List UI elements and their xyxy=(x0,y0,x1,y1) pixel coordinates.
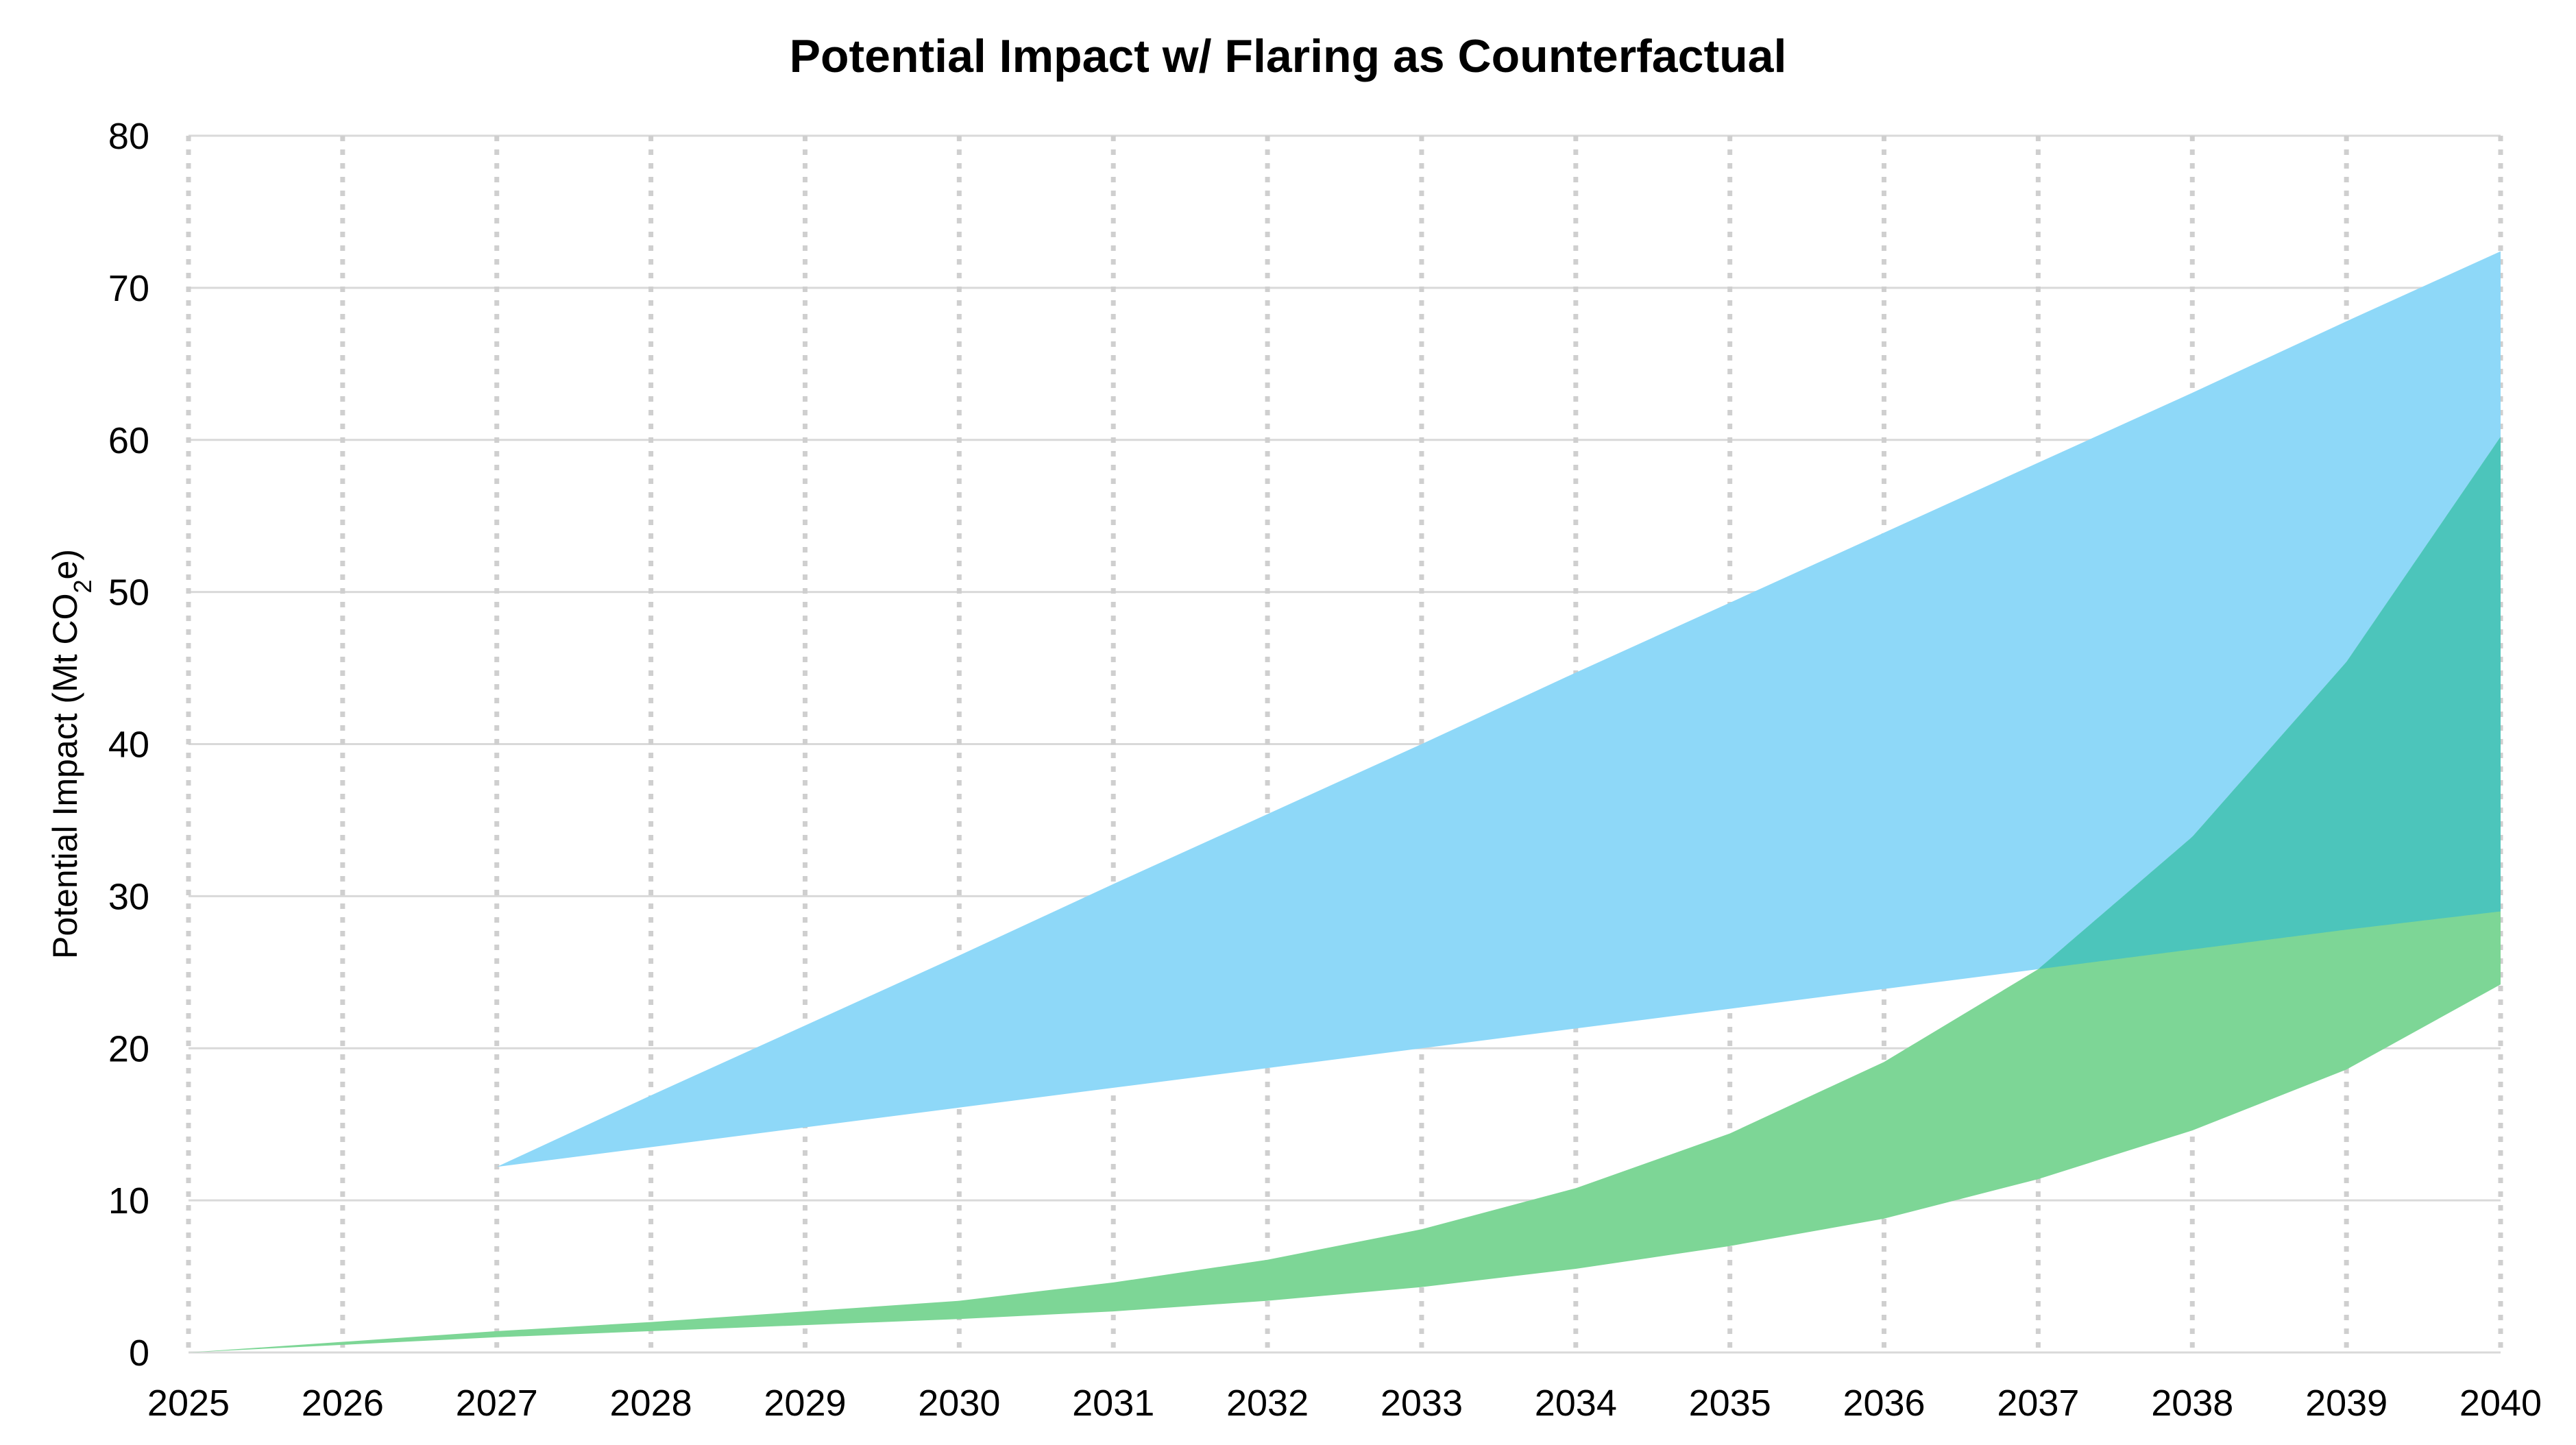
x-tick-label: 2038 xyxy=(2151,1383,2233,1424)
y-axis-label-prefix: Potential Impact (Mt CO xyxy=(46,594,84,960)
x-tick-label: 2033 xyxy=(1381,1383,1463,1424)
x-tick-label: 2025 xyxy=(147,1383,230,1424)
y-tick-label: 10 xyxy=(108,1180,149,1222)
y-tick-label: 80 xyxy=(108,116,149,157)
x-tick-label: 2039 xyxy=(2305,1383,2387,1424)
x-tick-label: 2028 xyxy=(610,1383,692,1424)
x-tick-label: 2036 xyxy=(1843,1383,1925,1424)
x-tick-label: 2032 xyxy=(1226,1383,1309,1424)
x-axis-tick-labels: 2025 2026 2027 2028 2029 2030 2031 2032 2033 2034… xyxy=(147,1383,2542,1424)
x-tick-label: 2040 xyxy=(2459,1383,2542,1424)
y-tick-label: 70 xyxy=(108,268,149,309)
x-tick-label: 2026 xyxy=(302,1383,384,1424)
y-tick-label: 20 xyxy=(108,1028,149,1069)
x-tick-label: 2034 xyxy=(1535,1383,1617,1424)
y-tick-label: 60 xyxy=(108,420,149,461)
x-tick-label: 2037 xyxy=(1997,1383,2079,1424)
x-tick-label: 2027 xyxy=(456,1383,538,1424)
area-band-green-range xyxy=(189,437,2501,1352)
area-bands xyxy=(189,251,2501,1352)
y-axis-label: Potential Impact (Mt CO2e) xyxy=(46,549,97,959)
y-axis-tick-labels: 0 10 20 30 40 50 60 70 80 xyxy=(108,116,149,1374)
y-tick-label: 50 xyxy=(108,572,149,614)
y-tick-label: 30 xyxy=(108,876,149,917)
x-tick-label: 2031 xyxy=(1072,1383,1154,1424)
area-band-blue-range xyxy=(496,251,2501,1167)
x-tick-label: 2029 xyxy=(764,1383,846,1424)
x-tick-label: 2030 xyxy=(918,1383,1000,1424)
chart-title: Potential Impact w/ Flaring as Counterfa… xyxy=(790,30,1787,82)
area-band-overlap xyxy=(2039,437,2501,969)
y-axis-label-suffix: e) xyxy=(46,549,84,579)
x-tick-label: 2035 xyxy=(1689,1383,1771,1424)
y-tick-label: 40 xyxy=(108,725,149,766)
horizontal-gridlines xyxy=(189,134,2501,1354)
y-tick-label: 0 xyxy=(129,1333,149,1374)
y-axis-label-subscript: 2 xyxy=(69,579,97,593)
